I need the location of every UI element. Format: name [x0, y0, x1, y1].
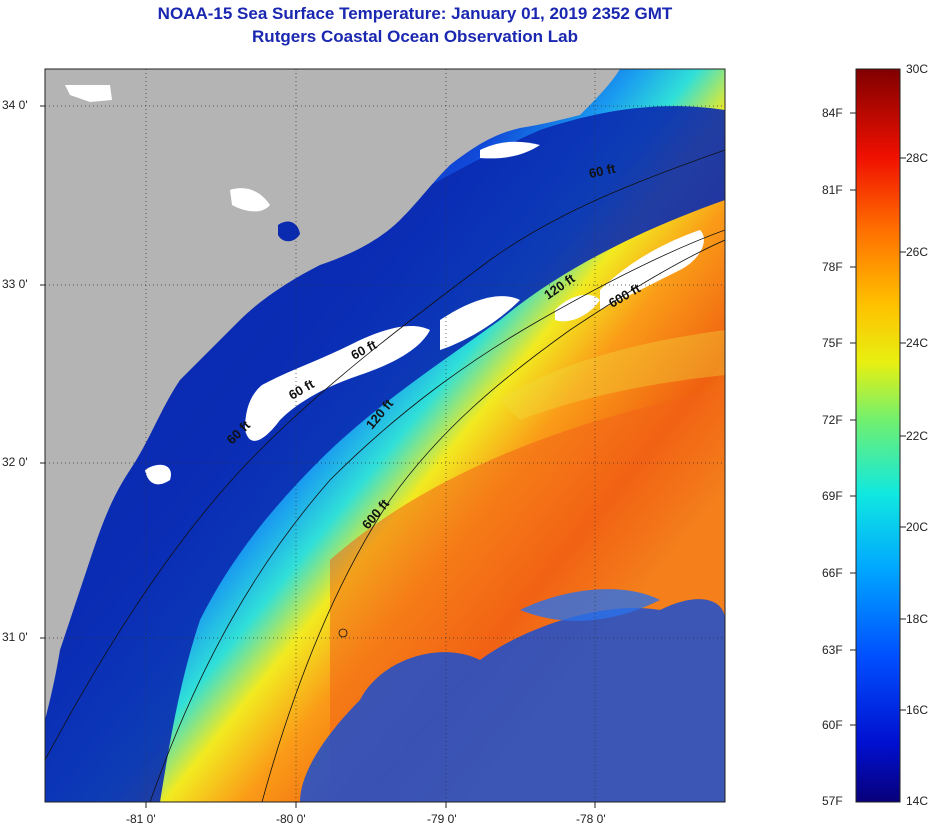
map-subtitle: Rutgers Coastal Ocean Observation Lab: [252, 27, 578, 46]
axis-ticks: [40, 105, 596, 808]
colorbar-fahrenheit-label: 72F: [822, 413, 843, 427]
colorbar-fahrenheit-label: 81F: [822, 183, 843, 197]
lat-label: 32 0': [2, 455, 28, 469]
colorbar-fahrenheit-label: 66F: [822, 566, 843, 580]
lat-label: 33 0': [2, 277, 28, 291]
colorbar-celsius-label: 30C: [906, 62, 929, 76]
colorbar-fahrenheit-label: 78F: [822, 260, 843, 274]
colorbar-celsius-label: 28C: [906, 151, 929, 165]
colorbar-ticks: [850, 112, 906, 726]
map-area: 60 ft 60 ft 120 ft 600 ft 600 ft 60 ft 1…: [45, 69, 725, 802]
cool-patch-south: [300, 599, 725, 802]
lon-label: -78 0': [576, 812, 606, 826]
cloud-patch: [555, 294, 600, 322]
cloud-patch: [480, 141, 540, 159]
cloud-patch: [230, 188, 270, 212]
colorbar-celsius-label: 20C: [906, 520, 929, 534]
contour-60ft: [45, 149, 725, 761]
warm-filament: [500, 330, 725, 420]
lon-label: -81 0': [126, 812, 156, 826]
colorbar: [855, 68, 901, 803]
colorbar-fahrenheit-label: 57F: [822, 794, 843, 808]
colorbar-fahrenheit-label: 84F: [822, 106, 843, 120]
map-frame: [44, 68, 726, 803]
lake: [278, 221, 300, 242]
lon-label: -80 0': [276, 812, 306, 826]
colorbar-fahrenheit-label: 63F: [822, 643, 843, 657]
colorbar-celsius-label: 26C: [906, 245, 929, 259]
colorbar-celsius-label: 16C: [906, 703, 929, 717]
cloud-patch: [245, 325, 430, 441]
cloud-patch: [440, 296, 520, 350]
graticule: [45, 69, 725, 802]
shelf-water: [45, 106, 725, 802]
colorbar-fahrenheit-label: 75F: [822, 336, 843, 350]
colorbar-celsius-label: 22C: [906, 429, 929, 443]
land-mass: [45, 69, 620, 720]
map-title: NOAA-15 Sea Surface Temperature: January…: [157, 4, 673, 23]
colorbar-fahrenheit-label: 69F: [822, 489, 843, 503]
contour-label: 60 ft: [588, 161, 618, 181]
colorbar-celsius-label: 14C: [906, 794, 929, 808]
lat-label: 31 0': [2, 630, 28, 644]
lon-label: -79 0': [427, 812, 457, 826]
cloud-patch: [145, 464, 171, 485]
colorbar-celsius-label: 24C: [906, 336, 929, 350]
contour-600ft: [261, 239, 725, 802]
colorbar-fahrenheit-label: 60F: [822, 718, 843, 732]
lat-label: 34 0': [2, 98, 28, 112]
cloud-patch: [600, 230, 704, 310]
colorbar-celsius-label: 18C: [906, 612, 929, 626]
cool-patch-east: [520, 589, 660, 621]
cloud-patch: [65, 85, 112, 102]
contour-closed-loop: [338, 628, 348, 638]
contour-120ft: [149, 229, 725, 802]
